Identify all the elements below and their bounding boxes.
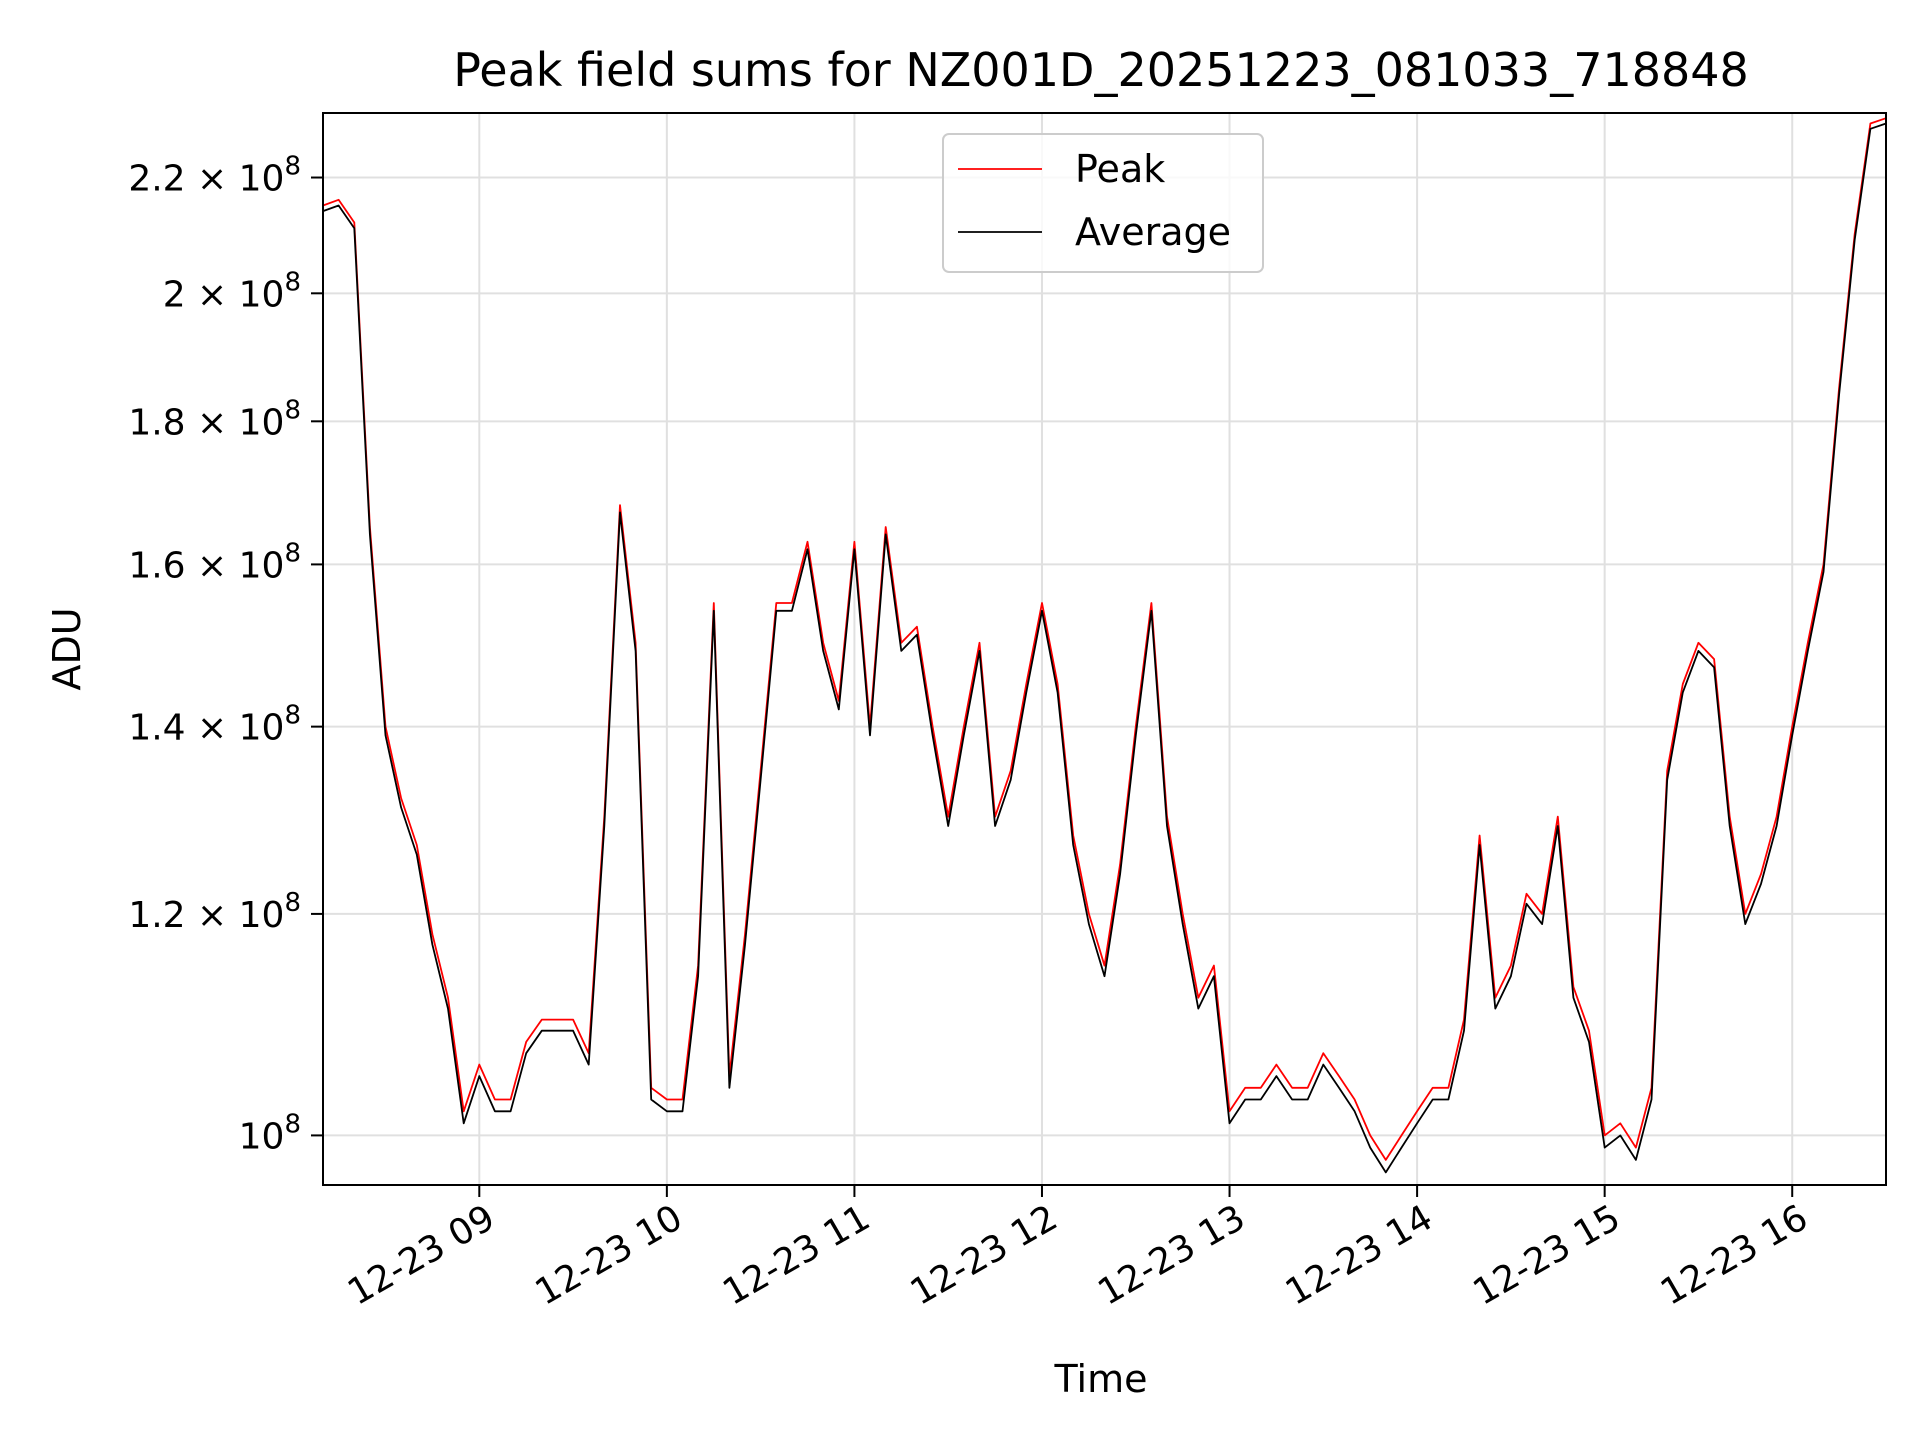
y-axis-label: ADU xyxy=(45,607,89,690)
series-line-average xyxy=(322,122,1887,1174)
legend: Peak Average xyxy=(942,133,1264,273)
y-tick-label: 2 × 108 xyxy=(163,267,301,315)
x-tick-label: 12-23 15 xyxy=(1466,1197,1627,1313)
chart-title: Peak field sums for NZ001D_20251223_0810… xyxy=(453,43,1749,97)
y-tick-label: 1.4 × 108 xyxy=(128,701,301,749)
plot-area-frame xyxy=(322,112,1887,1186)
y-tick-label: 1.2 × 108 xyxy=(128,888,301,936)
y-tick-label: 1.8 × 108 xyxy=(128,395,301,443)
x-axis-label: Time xyxy=(1054,1357,1148,1401)
series-line-peak xyxy=(322,117,1887,1161)
x-tick-label: 12-23 09 xyxy=(341,1197,502,1313)
y-tick-label: 2.2 × 108 xyxy=(128,152,301,200)
x-tick-label: 12-23 11 xyxy=(716,1197,877,1313)
x-tick-label: 12-23 14 xyxy=(1279,1197,1440,1313)
grid-lines xyxy=(323,113,1886,1185)
y-axis-ticks: 108 1.2 × 108 1.4 × 108 1.6 × 108 1.8 × 108 2… xyxy=(128,152,323,1157)
legend-label-peak: Peak xyxy=(1075,147,1165,191)
series-layer xyxy=(322,117,1887,1174)
y-tick-label: 1.6 × 108 xyxy=(128,538,301,586)
y-tick-label: 108 xyxy=(239,1109,301,1157)
x-tick-label: 12-23 12 xyxy=(904,1197,1065,1313)
x-tick-label: 12-23 10 xyxy=(529,1197,690,1313)
x-tick-label: 12-23 16 xyxy=(1654,1197,1815,1313)
x-tick-label: 12-23 13 xyxy=(1091,1197,1252,1313)
x-axis-ticks: 12-23 09 12-23 10 12-23 11 12-23 12 12-23 13… xyxy=(341,1185,1815,1314)
legend-label-average: Average xyxy=(1075,210,1231,254)
